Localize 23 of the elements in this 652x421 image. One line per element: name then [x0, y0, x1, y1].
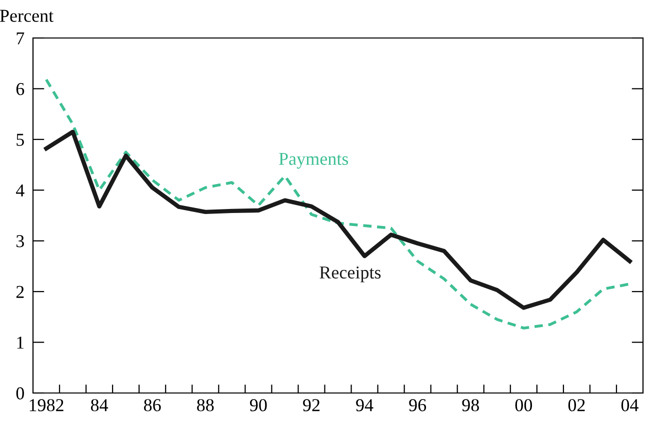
x-tick-label: 94: [356, 399, 374, 412]
x-tick-label: 88: [197, 399, 214, 412]
x-tick-label: 92: [303, 399, 320, 412]
x-tick-label: 90: [250, 399, 267, 412]
y-tick-label: 1: [17, 336, 24, 349]
y-tick-label: 5: [16, 134, 24, 146]
x-tick-label: 02: [568, 399, 585, 412]
x-tick-label: 00: [515, 399, 532, 412]
y-tick-label: 0: [16, 387, 24, 400]
x-tick-label: 1982: [30, 399, 64, 412]
x-tick-label: 84: [90, 399, 108, 412]
x-tick-label: 04: [621, 399, 638, 412]
y-tick-label: 2: [16, 286, 24, 298]
x-tick-label: 96: [409, 399, 426, 412]
y-tick-label: 3: [16, 235, 24, 248]
x-tick-label: 86: [144, 399, 161, 412]
y-tick-label: 4: [16, 184, 24, 196]
x-tick-label: 98: [462, 399, 479, 412]
series-label: Receipts: [320, 266, 381, 282]
series-label: Payments: [279, 152, 348, 169]
y-tick-label: 7: [16, 32, 24, 44]
y-axis-title: Percent: [0, 10, 54, 22]
y-tick-label: 6: [16, 83, 24, 96]
